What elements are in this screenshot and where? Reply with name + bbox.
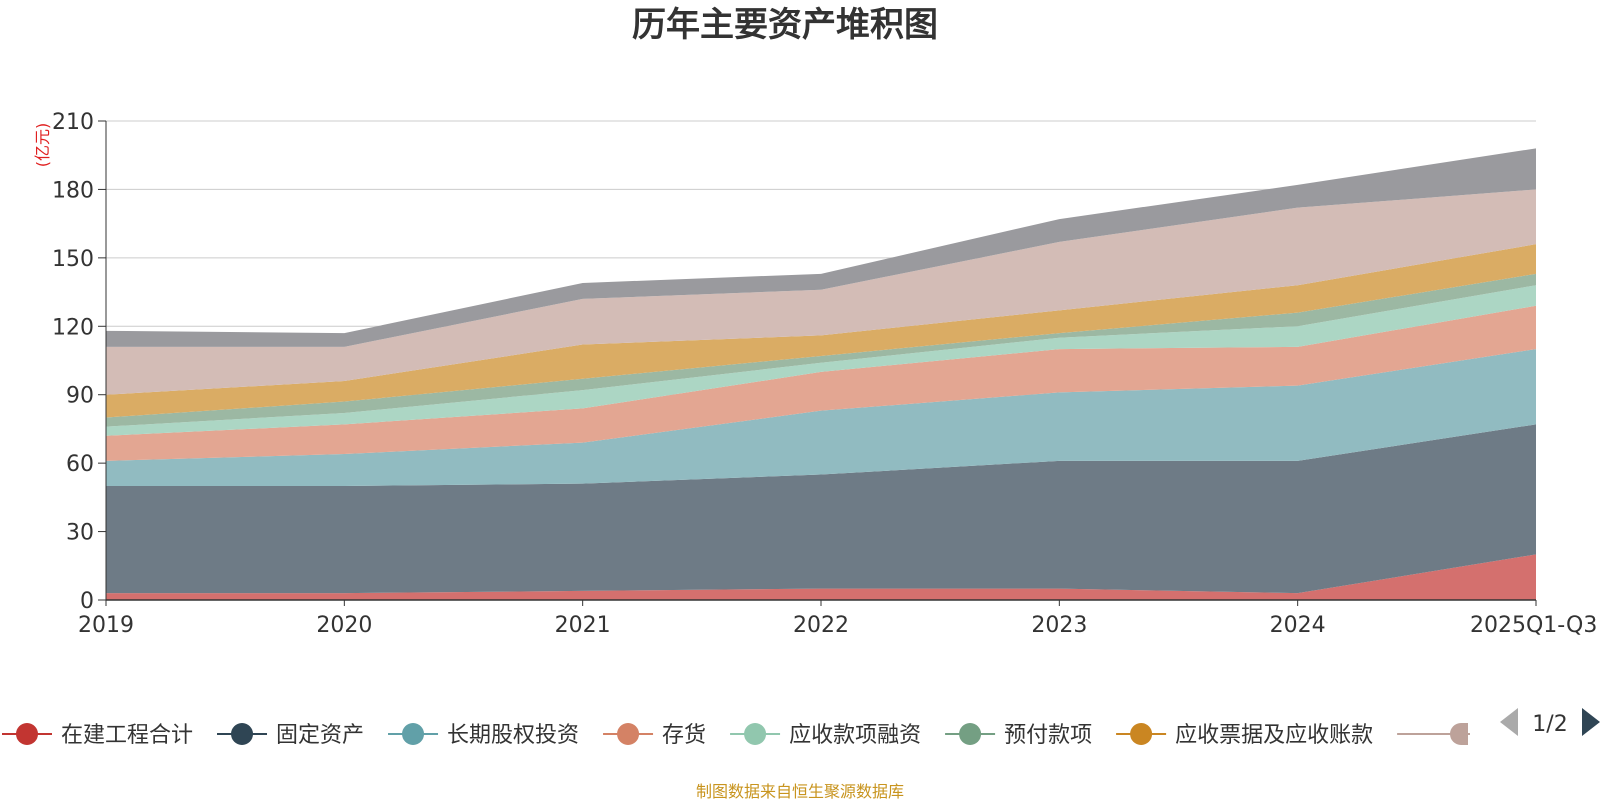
legend-marker-icon (16, 723, 38, 745)
pager-page-indicator: 1/2 (1532, 712, 1567, 737)
legend-item-partial[interactable] (1397, 723, 1470, 745)
y-tick-label: 210 (52, 110, 94, 135)
legend-label: 存货 (662, 723, 706, 748)
legend-label: 应收款项融资 (789, 723, 921, 748)
legend-item[interactable]: 固定资产 (217, 723, 364, 748)
y-tick-label: 90 (66, 384, 94, 409)
legend-label: 预付款项 (1004, 723, 1092, 748)
x-tick-label: 2023 (1031, 613, 1087, 638)
legend-label: 固定资产 (276, 723, 364, 748)
legend-item[interactable]: 预付款项 (945, 723, 1092, 748)
x-tick-label: 2019 (78, 613, 134, 638)
area-series (106, 285, 1536, 436)
area-series (106, 424, 1536, 594)
legend-item[interactable]: 在建工程合计 (2, 723, 193, 748)
y-tick-label: 0 (80, 589, 94, 614)
y-tick-label: 150 (52, 247, 94, 272)
legend-label: 长期股权投资 (447, 723, 579, 748)
legend-item[interactable]: 应收款项融资 (730, 723, 921, 748)
area-series-group (106, 148, 1536, 600)
x-tick-label: 2021 (555, 613, 611, 638)
legend-marker-icon (959, 723, 982, 745)
y-tick-label: 180 (52, 178, 94, 203)
legend-item[interactable]: 应收票据及应收账款 (1116, 723, 1373, 748)
x-tick-label: 2025Q1-Q3 (1470, 613, 1597, 638)
area-series (106, 244, 1536, 418)
legend-pager[interactable]: 1/2 (1500, 708, 1600, 737)
y-tick-label: 30 (66, 521, 94, 546)
chart-title: 历年主要资产堆积图 (632, 5, 938, 45)
x-tick-label: 2020 (316, 613, 372, 638)
legend-item[interactable]: 存货 (603, 723, 706, 748)
y-axis-label: (亿元) (33, 123, 52, 168)
area-series (106, 554, 1536, 600)
area-series (106, 273, 1536, 427)
area-series (106, 349, 1536, 486)
axes: 0 30 60 90 120 150 180 210 2019 2020 2021 2022 2023 2… (52, 110, 1597, 638)
area-series (106, 189, 1536, 395)
y-tick-label: 60 (66, 452, 94, 477)
legend[interactable]: 在建工程合计 固定资产 长期股权投资 存货 应收款项融资 预付款项 应收票据及应收账款 (2, 723, 1470, 748)
pager-next-icon[interactable] (1582, 708, 1600, 736)
legend-label: 在建工程合计 (61, 723, 193, 748)
legend-item[interactable]: 长期股权投资 (388, 723, 579, 748)
y-tick-label: 120 (52, 315, 94, 340)
legend-marker-icon (744, 723, 767, 745)
legend-label: 应收票据及应收账款 (1175, 723, 1373, 748)
legend-marker-icon (1130, 723, 1153, 745)
legend-marker-icon (1450, 723, 1468, 745)
pager-prev-icon[interactable] (1500, 708, 1518, 736)
area-series (106, 305, 1536, 461)
legend-marker-icon (617, 723, 640, 745)
legend-marker-icon (231, 723, 254, 745)
x-tick-label: 2022 (793, 613, 849, 638)
data-source-note: 制图数据来自恒生聚源数据库 (695, 782, 904, 801)
x-tick-label: 2024 (1270, 613, 1326, 638)
legend-marker-icon (402, 723, 425, 745)
